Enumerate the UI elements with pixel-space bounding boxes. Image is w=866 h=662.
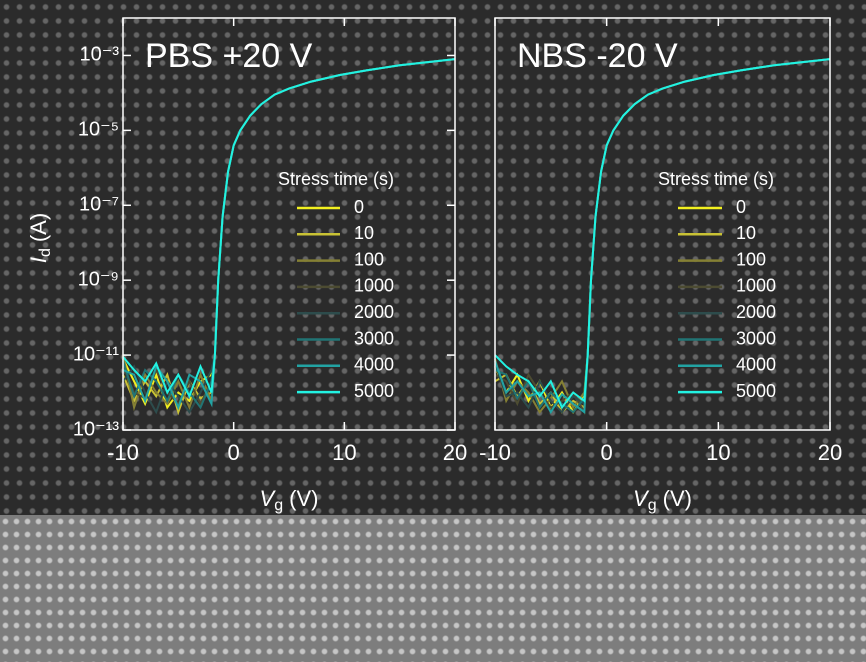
data-line xyxy=(122,58,456,407)
x-tick-label: 10 xyxy=(706,440,730,465)
panel-title: NBS -20 V xyxy=(517,37,678,75)
x-tick-label: 20 xyxy=(443,440,467,465)
x-label-symbol: V xyxy=(260,486,277,511)
y-tick-label: 10⁻⁷ xyxy=(79,194,119,216)
legend-label: 4000 xyxy=(354,355,394,375)
x-label-subscript: g xyxy=(274,497,283,514)
x-tick-label: 20 xyxy=(818,440,842,465)
legend-label: 100 xyxy=(736,249,766,269)
x-tick-label: -10 xyxy=(479,440,511,465)
data-line xyxy=(494,58,831,416)
plot-frame xyxy=(122,17,456,431)
data-line xyxy=(494,58,831,414)
legend-label: 2000 xyxy=(354,302,394,322)
x-tick-label: 10 xyxy=(332,440,356,465)
data-line xyxy=(494,58,831,415)
data-line xyxy=(494,58,831,414)
x-axis-label: Vg (V) xyxy=(260,486,319,514)
x-label-subscript: g xyxy=(648,497,657,514)
legend-label: 3000 xyxy=(354,328,394,348)
x-axis-label: Vg (V) xyxy=(633,486,692,514)
legend-title: Stress time (s) xyxy=(278,169,394,189)
data-line xyxy=(122,58,456,411)
legend-label: 100 xyxy=(354,249,384,269)
y-label-symbol: I xyxy=(26,257,51,263)
legend-label: 5000 xyxy=(354,381,394,401)
plot-frame xyxy=(494,17,831,431)
data-line xyxy=(494,58,831,414)
data-line xyxy=(494,58,831,410)
legend-label: 1000 xyxy=(736,276,776,296)
x-tick-label: -10 xyxy=(107,440,139,465)
data-line xyxy=(494,58,831,414)
legend-label: 2000 xyxy=(736,302,776,322)
background-lower xyxy=(0,515,866,662)
legend-label: 0 xyxy=(354,197,364,217)
legend-label: 10 xyxy=(354,223,374,243)
x-label-unit: (V) xyxy=(289,486,318,511)
data-line xyxy=(494,58,831,414)
y-tick-label: 10⁻¹³ xyxy=(73,418,119,440)
legend-label: 4000 xyxy=(736,355,776,375)
y-tick-label: 10⁻³ xyxy=(80,44,120,66)
data-line xyxy=(122,58,456,410)
y-tick-label: 10⁻⁹ xyxy=(78,268,119,290)
data-line xyxy=(122,58,456,399)
x-label-unit: (V) xyxy=(663,486,692,511)
x-tick-label: 0 xyxy=(601,440,613,465)
y-label-subscript: d xyxy=(37,248,54,257)
x-tick-label: 0 xyxy=(228,440,240,465)
y-tick-label: 10⁻¹¹ xyxy=(73,343,119,365)
panel-title: PBS +20 V xyxy=(145,37,313,75)
legend-label: 10 xyxy=(736,223,756,243)
x-label-symbol: V xyxy=(633,486,650,511)
y-tick-label: 10⁻⁵ xyxy=(78,119,119,141)
data-line xyxy=(122,58,456,416)
data-line xyxy=(122,58,456,410)
legend-label: 0 xyxy=(736,197,746,217)
legend-label: 1000 xyxy=(354,276,394,296)
legend-label: 3000 xyxy=(736,328,776,348)
legend-label: 5000 xyxy=(736,381,776,401)
y-axis-label: Id (A) xyxy=(26,213,54,263)
data-line xyxy=(122,58,456,415)
y-label-unit: (A) xyxy=(26,213,51,242)
data-line xyxy=(122,58,456,412)
legend-title: Stress time (s) xyxy=(658,169,774,189)
